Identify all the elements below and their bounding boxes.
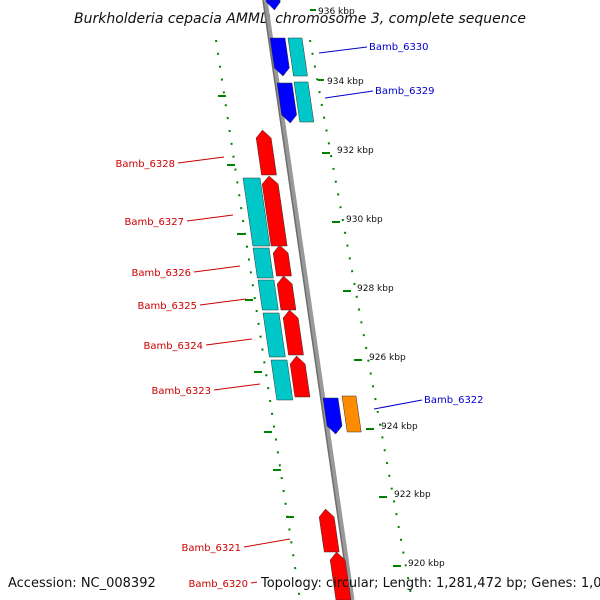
outer-dotted-ring: [215, 39, 413, 600]
cds-arrow: [329, 551, 352, 600]
leader-line: [205, 338, 253, 346]
gene-label[interactable]: Bamb_6324: [143, 341, 203, 352]
leader-line: [193, 265, 241, 273]
cds-arrow: [322, 397, 343, 435]
leader-line: [186, 214, 234, 222]
cds-arrow: [318, 508, 340, 553]
cds-arrow: [276, 82, 297, 124]
leader-line: [243, 538, 291, 548]
gene-label[interactable]: Bamb_6323: [151, 386, 211, 397]
cds-arrow: [282, 309, 304, 356]
cds-block: [252, 247, 274, 279]
gene-label[interactable]: Bamb_6330: [369, 42, 429, 53]
cds-arrow: [272, 244, 292, 277]
tick-label: 934 kbp: [327, 77, 364, 87]
cds-block: [287, 37, 308, 77]
cds-block: [262, 312, 286, 358]
gene-label[interactable]: Bamb_6325: [137, 301, 197, 312]
tick-label: 930 kbp: [346, 215, 383, 225]
cds-block: [257, 279, 279, 311]
leader-line: [373, 399, 423, 410]
leader-line: [324, 90, 374, 99]
map-title: Burkholderia cepacia AMMD chromosome 3, …: [74, 11, 526, 27]
tick-label: 932 kbp: [337, 146, 374, 156]
tick-label: 936 kbp: [318, 7, 355, 17]
gene-label[interactable]: Bamb_6322: [424, 395, 484, 406]
gene-labels: Bamb_6330 Bamb_6329 Bamb_6328 Bamb_6327 Bamb…: [115, 42, 483, 590]
tick-label: 920 kbp: [408, 559, 445, 569]
cds-arrow: [276, 275, 297, 311]
gene-label[interactable]: Bamb_6321: [181, 543, 241, 554]
cds-arrow: [265, 0, 281, 11]
tick-marks: 936 kbp 934 kbp 932 kbp 930 kbp 928 kbp 926 k…: [218, 7, 445, 569]
gene-label[interactable]: Bamb_6326: [131, 268, 191, 279]
cds-block: [270, 359, 294, 401]
tick-label: 926 kbp: [369, 353, 406, 363]
feature-block: [341, 395, 362, 433]
leader-line: [177, 156, 225, 164]
features: [242, 0, 362, 600]
leader-line: [213, 383, 261, 391]
gene-label[interactable]: Bamb_6328: [115, 159, 175, 170]
cds-arrow: [255, 129, 277, 176]
cds-arrow: [289, 355, 311, 398]
tick-label: 922 kbp: [394, 490, 431, 500]
gene-label[interactable]: Bamb_6320: [188, 579, 248, 590]
gene-label[interactable]: Bamb_6329: [375, 86, 435, 97]
tick-label: 928 kbp: [357, 284, 394, 294]
summary-text: Topology: circular; Length: 1,281,472 bp…: [260, 576, 600, 591]
leader-line: [318, 46, 368, 54]
leader-line: [199, 298, 247, 306]
chromosome-backbone-edge: [262, 0, 351, 600]
tick-label: 924 kbp: [381, 422, 418, 432]
accession-text: Accession: NC_008392: [8, 576, 156, 591]
cds-arrow: [269, 37, 290, 77]
gene-label[interactable]: Bamb_6327: [124, 217, 184, 228]
leader-line: [250, 581, 258, 584]
cds-block: [242, 177, 271, 247]
cds-block: [293, 81, 315, 123]
